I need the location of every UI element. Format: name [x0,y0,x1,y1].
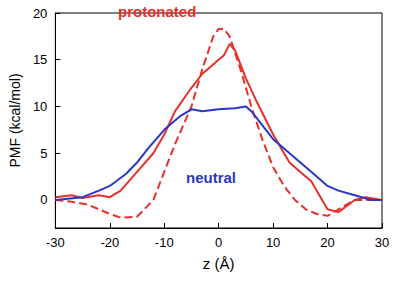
svg-text:-20: -20 [100,235,119,250]
svg-text:20: 20 [320,235,334,250]
svg-text:0: 0 [40,192,47,207]
svg-text:20: 20 [33,6,47,21]
svg-text:0: 0 [215,235,222,250]
svg-text:15: 15 [33,52,47,67]
svg-text:z (Å): z (Å) [203,255,235,272]
svg-text:30: 30 [375,235,389,250]
svg-text:PMF (kcal/mol): PMF (kcal/mol) [7,73,23,167]
svg-text:5: 5 [40,146,47,161]
svg-text:10: 10 [266,235,280,250]
svg-text:-10: -10 [155,235,174,250]
svg-text:-30: -30 [46,235,65,250]
svg-text:10: 10 [33,99,47,114]
svg-text:protonated: protonated [118,3,196,20]
svg-text:neutral: neutral [186,169,236,186]
